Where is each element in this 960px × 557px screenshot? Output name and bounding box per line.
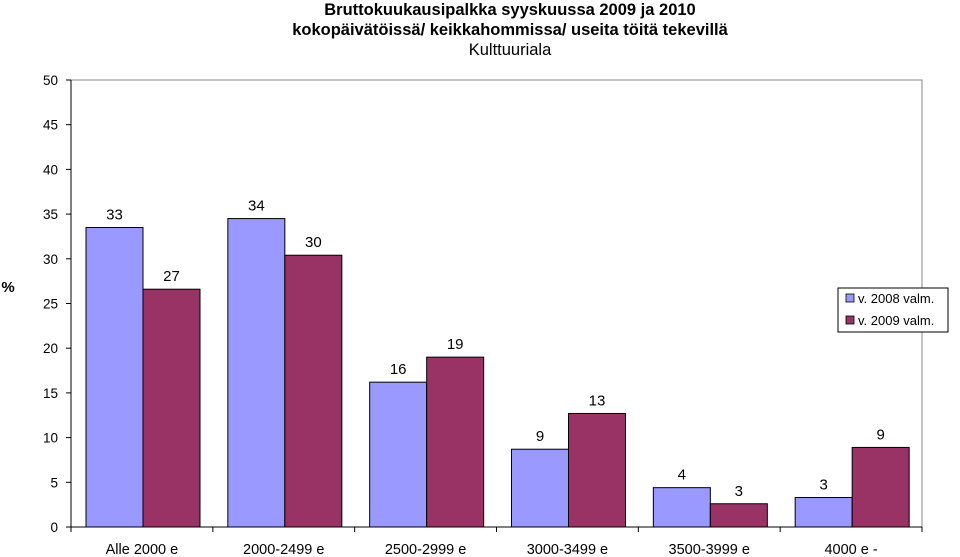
y-tick-label: 40 <box>43 162 58 177</box>
bar-v2008 <box>369 381 428 528</box>
bar-v2009 <box>142 288 201 528</box>
y-tick-label: 10 <box>43 431 58 446</box>
y-tick-label: 35 <box>43 207 58 222</box>
bar-v2009 <box>851 446 910 528</box>
y-tick-label: 15 <box>43 386 58 401</box>
data-label: 19 <box>447 336 464 353</box>
bar-layer <box>85 218 910 528</box>
legend-entry: v. 2008 valm. <box>858 291 934 306</box>
legend-box <box>837 287 949 333</box>
legend: v. 2008 valm. v. 2009 valm. <box>837 287 949 333</box>
data-label: 13 <box>589 392 606 409</box>
y-tick-label: 0 <box>50 520 58 535</box>
bar-v2009 <box>709 503 768 528</box>
x-tick-label: 2500-2999 e <box>385 542 466 557</box>
chart-subtitle: kokopäivätöissä/ keikkahommissa/ useita … <box>292 21 728 39</box>
y-tick-label: 25 <box>43 297 58 312</box>
legend-swatch <box>845 315 855 325</box>
data-label: 27 <box>163 268 180 285</box>
y-tick-label: 5 <box>50 475 58 490</box>
y-tick-label: 30 <box>43 252 58 267</box>
data-label: 30 <box>305 234 322 251</box>
data-label: 3 <box>735 483 743 500</box>
legend-entry: v. 2009 valm. <box>858 313 934 328</box>
data-label: 16 <box>390 361 407 378</box>
data-label: 4 <box>678 467 686 484</box>
y-axis-label: % <box>1 279 14 296</box>
bar-v2008 <box>652 487 711 528</box>
x-tick-label: Alle 2000 e <box>106 542 179 557</box>
x-tick-label: 2000-2499 e <box>243 542 324 557</box>
x-tick-label: 3500-3999 e <box>669 542 750 557</box>
data-label: 9 <box>536 428 544 445</box>
data-label: 34 <box>248 198 265 215</box>
bar-v2008 <box>227 218 286 528</box>
x-tick-label: 3000-3499 e <box>527 542 608 557</box>
y-tick-label: 50 <box>43 73 58 88</box>
legend-swatch <box>845 293 855 303</box>
bar-v2009 <box>284 254 343 528</box>
chart-subtitle-2: Kulttuuriala <box>468 41 552 59</box>
bar-v2009 <box>426 356 485 528</box>
chart-title: Bruttokuukausipalkka syyskuussa 2009 ja … <box>324 1 696 19</box>
chart-titles: Bruttokuukausipalkka syyskuussa 2009 ja … <box>0 0 960 60</box>
y-tick-label: 20 <box>43 341 58 356</box>
bar-v2009 <box>568 412 626 528</box>
x-tick-label: 4000 e - <box>824 542 877 557</box>
data-label: 3 <box>819 476 827 493</box>
y-tick-label: 45 <box>43 118 58 133</box>
data-label: 33 <box>106 207 123 224</box>
bar-v2008 <box>794 496 853 528</box>
data-label: 9 <box>876 426 884 443</box>
bar-v2008 <box>85 227 144 528</box>
bar-v2008 <box>511 448 569 528</box>
